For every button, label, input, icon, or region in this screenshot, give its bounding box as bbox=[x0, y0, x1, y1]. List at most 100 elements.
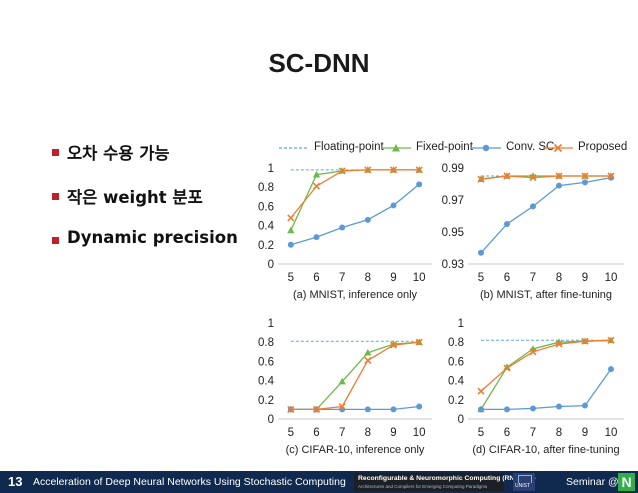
x-tick-label: 8 bbox=[556, 427, 562, 439]
legend-label: Floating-point bbox=[314, 141, 384, 153]
data-point-fixed-point bbox=[503, 363, 511, 370]
data-point-conv-sc bbox=[287, 241, 294, 248]
data-point-proposed bbox=[607, 172, 615, 180]
legend-label: Conv. SC bbox=[506, 141, 555, 153]
data-point-fixed-point bbox=[364, 348, 372, 356]
y-tick-label: 0 bbox=[458, 414, 464, 426]
data-point-conv-sc bbox=[556, 182, 562, 189]
data-point-proposed bbox=[477, 387, 485, 395]
series-line-proposed bbox=[480, 339, 612, 392]
bullet-square-icon bbox=[52, 193, 59, 200]
y-tick-label: 0 bbox=[268, 259, 274, 271]
x-tick-label: 6 bbox=[313, 427, 319, 439]
x-tick-label: 8 bbox=[365, 272, 371, 284]
data-point-conv-sc bbox=[390, 202, 397, 209]
y-tick-label: 0.6 bbox=[258, 356, 274, 368]
y-tick-label: 1 bbox=[458, 318, 464, 330]
series-line-fixed-point bbox=[290, 341, 420, 411]
lab-subtitle: Architectures and Compilers for Emerging… bbox=[358, 484, 488, 489]
bullet-square-icon bbox=[52, 149, 59, 156]
data-point-proposed bbox=[287, 405, 295, 413]
data-point-conv-sc bbox=[313, 234, 320, 241]
chart-legend: Floating-point Fixed-point Conv. SC Prop… bbox=[258, 141, 628, 157]
data-point-proposed bbox=[503, 364, 511, 372]
chart-caption: (d) CIFAR-10, after fine-tuning bbox=[472, 444, 619, 456]
data-point-proposed bbox=[581, 172, 589, 180]
data-point-fixed-point bbox=[312, 170, 321, 178]
x-tick-label: 7 bbox=[530, 427, 536, 439]
chart-cifar-finetuning: 0 0.2 0.4 0.6 0.8 1 5 6 7 8 9 10 (d) CIFAR-10, after… bbox=[448, 318, 624, 456]
chart-mnist-inference: 0 0.2 0.4 0.6 0.8 1 5 6 7 8 9 10 (a) MNIST, inferenc… bbox=[258, 163, 432, 301]
data-point-proposed bbox=[529, 174, 537, 182]
data-point-conv-sc bbox=[416, 403, 423, 410]
data-point-conv-sc bbox=[339, 224, 346, 231]
x-tick-label: 9 bbox=[582, 272, 588, 284]
legend-cross-icon bbox=[543, 143, 573, 153]
data-point-conv-sc bbox=[582, 179, 588, 186]
university-name: UNIST bbox=[515, 483, 530, 489]
x-tick-label: 6 bbox=[504, 427, 510, 439]
data-point-proposed bbox=[555, 172, 563, 180]
slide-footer: 13 Acceleration of Deep Neural Networks … bbox=[0, 471, 638, 493]
data-point-proposed bbox=[581, 337, 589, 345]
y-tick-label: 0.4 bbox=[448, 376, 465, 388]
seminar-label: Seminar @ bbox=[566, 476, 619, 488]
data-point-conv-sc bbox=[504, 406, 510, 413]
legend-triangle-icon bbox=[381, 144, 411, 152]
chart-caption: (b) MNIST, after fine-tuning bbox=[480, 289, 612, 301]
y-tick-label: 1 bbox=[268, 318, 274, 330]
data-point-conv-sc bbox=[530, 203, 536, 210]
data-point-fixed-point bbox=[287, 226, 295, 234]
y-tick-label: 0.93 bbox=[442, 259, 464, 271]
bullet-text: 오차 수용 가능 bbox=[67, 144, 170, 163]
legend-dashed-line-icon bbox=[279, 147, 309, 149]
university-logo: UNIST bbox=[513, 473, 535, 491]
y-tick-label: 1 bbox=[268, 163, 274, 175]
legend-circle-icon bbox=[471, 144, 501, 152]
y-tick-label: 0 bbox=[268, 414, 274, 426]
data-point-conv-sc bbox=[530, 405, 536, 412]
y-tick-label: 0.4 bbox=[258, 221, 275, 233]
data-point-fixed-point bbox=[338, 377, 346, 385]
data-point-proposed bbox=[415, 338, 423, 346]
y-tick-label: 0.99 bbox=[442, 163, 464, 175]
x-tick-label: 7 bbox=[339, 427, 345, 439]
data-point-proposed bbox=[477, 175, 485, 183]
data-point-conv-sc bbox=[364, 406, 371, 413]
x-tick-label: 10 bbox=[413, 272, 426, 284]
bullet-text: Dynamic precision bbox=[67, 228, 238, 247]
chart-mnist-finetuning: 0.93 0.95 0.97 0.99 5 6 7 8 9 10 (b) MNIST, after … bbox=[442, 163, 624, 301]
x-tick-label: 5 bbox=[288, 272, 294, 284]
legend-label: Fixed-point bbox=[416, 141, 473, 153]
data-point-proposed bbox=[312, 405, 321, 413]
data-point-conv-sc bbox=[556, 403, 562, 410]
x-tick-label: 9 bbox=[390, 427, 396, 439]
data-point-conv-sc bbox=[416, 181, 423, 188]
y-tick-label: 0.8 bbox=[258, 337, 274, 349]
n-badge-icon: N bbox=[618, 473, 635, 491]
x-tick-label: 9 bbox=[582, 427, 588, 439]
lab-name: Reconfigurable & Neuromorphic Computing … bbox=[358, 475, 536, 482]
series-line-conv-sc bbox=[290, 183, 420, 246]
chart-caption: (a) MNIST, inference only bbox=[293, 289, 418, 301]
series-line-proposed bbox=[480, 175, 611, 180]
series-line-fixed-point bbox=[480, 339, 612, 410]
data-point-proposed bbox=[529, 348, 537, 356]
x-tick-label: 6 bbox=[504, 272, 510, 284]
chart-cifar-inference: 0 0.2 0.4 0.6 0.8 1 5 6 7 8 9 10 (c) CIFAR-10, infer… bbox=[258, 318, 432, 456]
data-point-proposed bbox=[312, 182, 321, 190]
y-tick-label: 0.6 bbox=[258, 201, 274, 213]
data-point-conv-sc bbox=[364, 216, 371, 223]
x-tick-label: 10 bbox=[605, 427, 618, 439]
data-point-proposed bbox=[555, 340, 563, 348]
series-line-conv-sc bbox=[481, 368, 612, 411]
legend-label: Proposed bbox=[578, 141, 628, 153]
y-tick-label: 0.6 bbox=[448, 356, 464, 368]
x-tick-label: 5 bbox=[288, 427, 294, 439]
y-tick-label: 0.8 bbox=[258, 182, 274, 194]
data-point-conv-sc bbox=[582, 402, 588, 409]
x-tick-label: 10 bbox=[605, 272, 618, 284]
x-tick-label: 6 bbox=[313, 272, 319, 284]
series-line-proposed bbox=[290, 169, 420, 219]
footer-title: Acceleration of Deep Neural Networks Usi… bbox=[33, 476, 346, 488]
